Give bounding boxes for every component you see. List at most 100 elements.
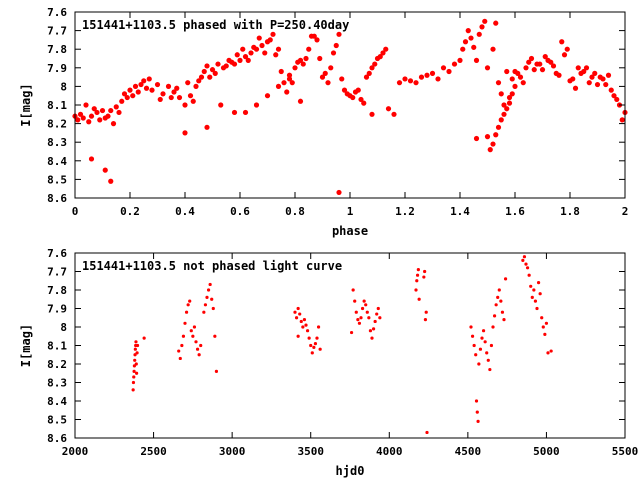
phased-data-point <box>229 59 235 65</box>
phased-data-point <box>264 93 271 99</box>
phased-x-tick-label: 1.2 <box>395 205 415 218</box>
unphased-data-point <box>208 282 212 287</box>
phased-data-point <box>187 93 194 99</box>
phased-data-point <box>358 96 364 103</box>
unphased-data-point <box>538 292 542 296</box>
unphased-data-point <box>549 349 553 353</box>
unphased-data-point <box>349 330 354 335</box>
phased-data-point <box>509 76 515 82</box>
unphased-x-tick-label: 4000 <box>376 445 403 458</box>
unphased-data-point <box>522 255 527 259</box>
phased-data-point <box>476 31 482 37</box>
phased-y-tick-label: 8.3 <box>47 136 67 149</box>
phased-x-tick-label: 0.8 <box>285 205 305 218</box>
unphased-data-point <box>195 347 200 351</box>
phased-data-point <box>473 57 480 63</box>
unphased-y-tick-label: 8.6 <box>47 432 67 445</box>
unphased-data-point <box>417 297 421 301</box>
unphased-data-point <box>296 334 300 338</box>
unphased-data-point <box>134 362 138 366</box>
phased-y-tick-label: 8.1 <box>47 99 67 112</box>
phased-data-point <box>193 83 199 89</box>
unphased-data-point <box>499 299 503 303</box>
phased-data-point <box>215 61 221 67</box>
phased-data-point <box>77 111 84 117</box>
phased-data-point <box>88 156 95 162</box>
phased-data-point <box>369 65 375 71</box>
unphased-data-point <box>483 340 487 344</box>
phased-x-tick-label: 1.8 <box>560 205 580 218</box>
unphased-data-point <box>521 258 525 262</box>
phased-data-point <box>526 59 532 65</box>
phased-data-point <box>440 65 447 71</box>
phased-data-point <box>523 65 529 71</box>
phased-data-point <box>325 80 331 86</box>
unphased-data-point <box>194 340 198 344</box>
phased-data-point <box>515 70 521 76</box>
unphased-data-point <box>312 345 316 349</box>
phased-data-point <box>559 39 565 45</box>
phased-data-point <box>242 54 249 60</box>
phased-data-point <box>190 98 196 104</box>
phased-data-point <box>83 102 89 108</box>
unphased-data-point <box>309 343 313 348</box>
phased-plot-title: 151441+1103.5 phased with P=250.40day <box>82 18 349 32</box>
phased-data-point <box>91 106 97 112</box>
phased-x-tick-label: 1.6 <box>505 205 525 218</box>
phased-y-tick-label: 8.2 <box>47 118 67 131</box>
unphased-data-point <box>375 312 379 316</box>
phased-data-point <box>369 111 375 117</box>
phased-data-point <box>286 76 293 82</box>
phased-data-point <box>132 83 139 89</box>
phased-data-point <box>487 147 493 153</box>
phased-data-point <box>471 44 477 50</box>
unphased-data-point <box>475 410 479 414</box>
unphased-data-point <box>373 319 377 324</box>
unphased-data-point <box>134 340 138 344</box>
phased-data-point <box>484 134 491 140</box>
phased-data-point <box>105 113 111 119</box>
phased-data-point <box>240 46 246 52</box>
unphased-data-point <box>486 358 490 362</box>
phased-data-point <box>218 102 224 108</box>
unphased-data-point <box>298 312 302 316</box>
unphased-data-point <box>356 318 360 322</box>
phased-x-tick-label: 0.2 <box>120 205 140 218</box>
phased-data-point <box>344 91 350 97</box>
unphased-data-point <box>133 347 137 351</box>
phased-data-points <box>72 18 628 196</box>
unphased-data-point <box>491 325 495 329</box>
phased-data-point <box>363 74 370 80</box>
unphased-data-point <box>178 356 182 361</box>
unphased-data-point <box>210 297 214 301</box>
phased-data-point <box>135 89 141 95</box>
phased-data-point <box>581 68 587 75</box>
phased-data-point <box>88 113 95 119</box>
unphased-data-point <box>530 295 534 299</box>
phased-data-point <box>418 74 425 80</box>
unphased-data-point <box>535 306 539 311</box>
phased-data-point <box>366 70 372 76</box>
phased-data-point <box>429 70 436 76</box>
unphased-data-point <box>354 310 358 314</box>
unphased-data-point <box>211 306 215 311</box>
unphased-y-tick-label: 8.4 <box>47 395 67 408</box>
phased-data-point <box>234 52 240 58</box>
phased-x-axis-ticks: 0 0.2 0.4 0.6 0.8 1 1.2 1.4 1.6 1.8 2 <box>72 12 628 218</box>
phased-data-point <box>517 74 524 80</box>
unphased-data-points <box>131 255 553 435</box>
unphased-x-tick-label: 5000 <box>533 445 560 458</box>
phased-data-point <box>303 55 309 62</box>
phased-light-curve-plot: 0 0.2 0.4 0.6 0.8 1 1.2 1.4 1.6 1.8 2 7.6 7.7 7.8 7.9… <box>19 6 628 238</box>
unphased-data-point <box>133 358 137 362</box>
phased-y-tick-label: 7.7 <box>47 25 67 38</box>
unphased-x-tick-label: 5500 <box>612 445 639 458</box>
unphased-plot-frame <box>74 252 626 439</box>
phased-data-point <box>520 80 526 86</box>
phased-data-point <box>451 61 458 67</box>
unphased-data-point <box>533 299 538 303</box>
phased-data-point <box>575 65 581 71</box>
phased-data-point <box>97 117 103 123</box>
unphased-data-point <box>177 349 181 353</box>
unphased-data-point <box>532 288 536 292</box>
